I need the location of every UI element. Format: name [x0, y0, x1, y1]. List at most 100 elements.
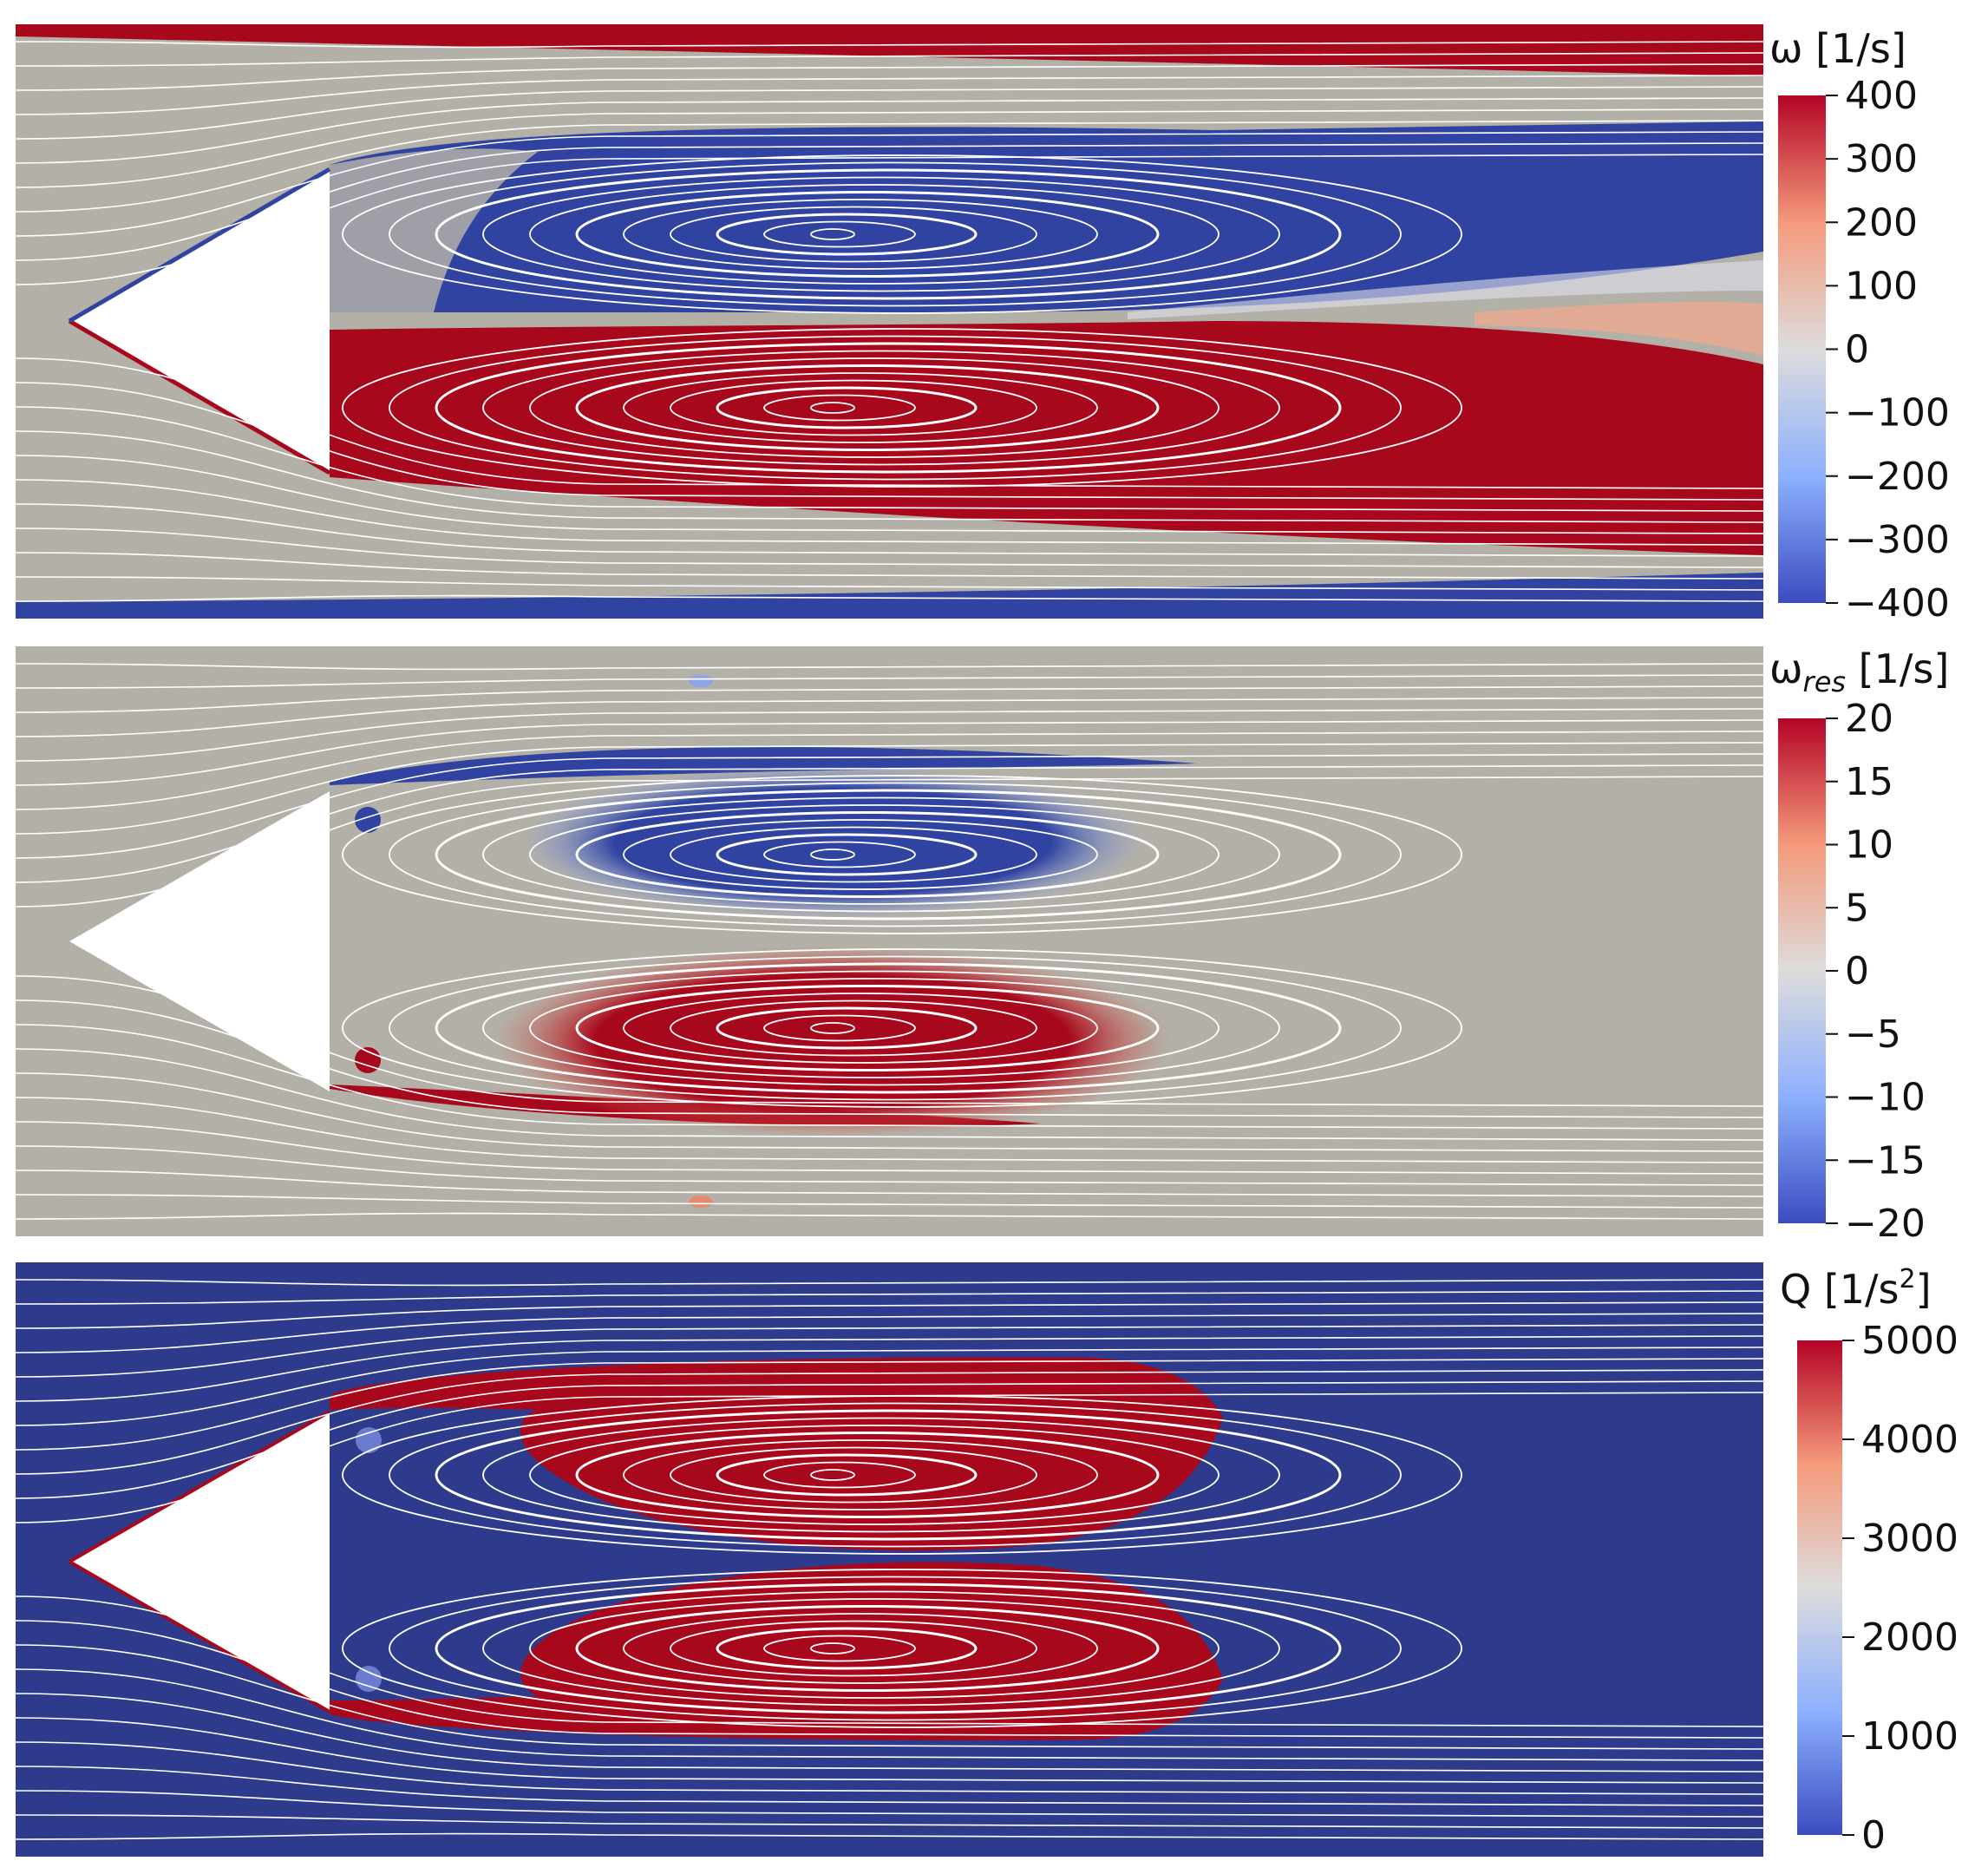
streamline — [16, 503, 1763, 557]
streamline — [16, 1766, 1763, 1806]
recirculation-streamline — [716, 386, 978, 429]
streamline — [16, 1170, 1763, 1197]
streamline — [16, 1668, 1763, 1761]
colorbar-tick-label: −400 — [1845, 581, 1950, 626]
recirculation-streamline — [670, 826, 1037, 883]
streamline — [16, 685, 1763, 713]
recirculation-streamline — [763, 1635, 916, 1662]
streamline — [16, 1814, 1763, 1829]
recirculation-streamline — [810, 228, 855, 240]
colorbar-tick-label: 20 — [1845, 697, 1893, 741]
streamline — [16, 697, 1763, 737]
streamline — [16, 731, 1763, 810]
colorbar-title-residual-vorticity: ωres [1/s] — [1769, 645, 1949, 698]
streamline — [16, 1290, 1763, 1305]
colorbar-title-vorticity: ω [1/s] — [1769, 25, 1906, 72]
recirculation-streamline — [810, 402, 855, 414]
recirculation-streamline — [482, 796, 1280, 913]
recirculation-streamline — [389, 1576, 1402, 1721]
streamline — [16, 663, 1763, 671]
colorbar-tick-label: 5000 — [1861, 1319, 1959, 1363]
colorbar-vorticity: ω [1/s] 400 300 200 100 0 −100 −200 −300 −400 — [1769, 25, 1950, 626]
streamline — [16, 594, 1763, 602]
colorbar-tick-label: −5 — [1845, 1012, 1901, 1057]
recirculation-streamline — [435, 1582, 1342, 1714]
colorbar-tick-label: 5 — [1845, 886, 1869, 930]
streamline — [16, 1620, 1763, 1739]
streamline — [16, 406, 1763, 512]
recirculation-streamline — [575, 1432, 1160, 1518]
streamline — [16, 1392, 1763, 1523]
recirculation-streamline — [389, 782, 1402, 927]
streamline — [16, 41, 1763, 49]
streamline — [16, 1212, 1763, 1220]
colorbar-tick-label: 4000 — [1861, 1418, 1959, 1462]
recirculation-streamline — [623, 1439, 1098, 1510]
streamline — [16, 764, 1763, 883]
streamline — [16, 86, 1763, 140]
colorbar-ticks: 20 15 10 5 0 −5 −10 −15 −20 — [1826, 697, 1926, 1246]
colorbar-q-criterion: Q [1/s2] 5000 4000 3000 2000 1000 0 — [1780, 1264, 1959, 1858]
recirculation-streamline — [810, 849, 855, 861]
recirculation-streamline — [435, 962, 1342, 1094]
q-criterion-field — [16, 1262, 1763, 1857]
streamline-group — [16, 1279, 1763, 1840]
colorbar-gradient — [1778, 95, 1826, 603]
recirculation-streamline — [763, 841, 916, 868]
colorbar-tick-label: 15 — [1845, 760, 1893, 804]
recirculation-streamline — [763, 394, 916, 422]
recirculation-streamline — [623, 372, 1098, 443]
streamline — [16, 75, 1763, 115]
colorbar-tick-label: 400 — [1845, 74, 1918, 118]
colorbar-tick-label: 0 — [1845, 328, 1869, 372]
recirculation-streamline — [389, 335, 1402, 481]
recirculation-streamline — [670, 1446, 1037, 1504]
recirculation-streamline — [623, 1613, 1098, 1684]
streamline — [16, 1380, 1763, 1499]
recirculation-streamline — [575, 364, 1160, 451]
recirculation-streamline — [482, 970, 1280, 1086]
streamline — [16, 357, 1763, 489]
recirculation-streamline — [716, 1006, 978, 1050]
streamline — [16, 382, 1763, 501]
streamline — [16, 1301, 1763, 1329]
streamline — [16, 1313, 1763, 1353]
colorbar-tick-label: 10 — [1845, 823, 1893, 868]
colorbar-ticks: 5000 4000 3000 2000 1000 0 — [1842, 1319, 1959, 1858]
recirculation-streamline — [575, 811, 1160, 898]
colorbar-tick-label: 2000 — [1861, 1615, 1959, 1660]
recirculation-streamline — [529, 357, 1220, 458]
recirculation-streamline — [670, 999, 1037, 1057]
streamline — [16, 1358, 1763, 1451]
streamline — [16, 1832, 1763, 1840]
streamline — [16, 1369, 1763, 1475]
recirculation-streamline — [763, 220, 916, 248]
streamline — [16, 430, 1763, 523]
streamline — [16, 999, 1763, 1118]
colorbar-tick-label: 0 — [1861, 1813, 1886, 1858]
streamline — [16, 1741, 1763, 1795]
colorbar-tick-label: 200 — [1845, 200, 1918, 245]
recirculation-streamline — [482, 1590, 1280, 1707]
recirculation-streamline — [716, 213, 978, 256]
streamline — [16, 1324, 1763, 1378]
streamline — [16, 1097, 1763, 1163]
streamline — [16, 479, 1763, 546]
panel-q-criterion — [16, 1262, 1763, 1857]
recirculation-streamline — [575, 1605, 1160, 1692]
streamline — [16, 108, 1763, 188]
streamline — [16, 1072, 1763, 1152]
streamline — [16, 142, 1763, 261]
vorticity-field — [16, 24, 1763, 619]
streamline — [16, 776, 1763, 908]
recirculation-streamline — [435, 168, 1342, 300]
recirculation-streamline — [482, 176, 1280, 292]
colorbar-tick-label: 1000 — [1861, 1714, 1959, 1759]
recirculation-streamline — [389, 1402, 1402, 1548]
recirculation-streamline — [389, 161, 1402, 307]
streamline — [16, 1194, 1763, 1209]
streamline — [16, 1596, 1763, 1727]
recirculation-streamline — [810, 1022, 855, 1034]
recirculation-streamline — [529, 804, 1220, 905]
streamline — [16, 1693, 1763, 1772]
